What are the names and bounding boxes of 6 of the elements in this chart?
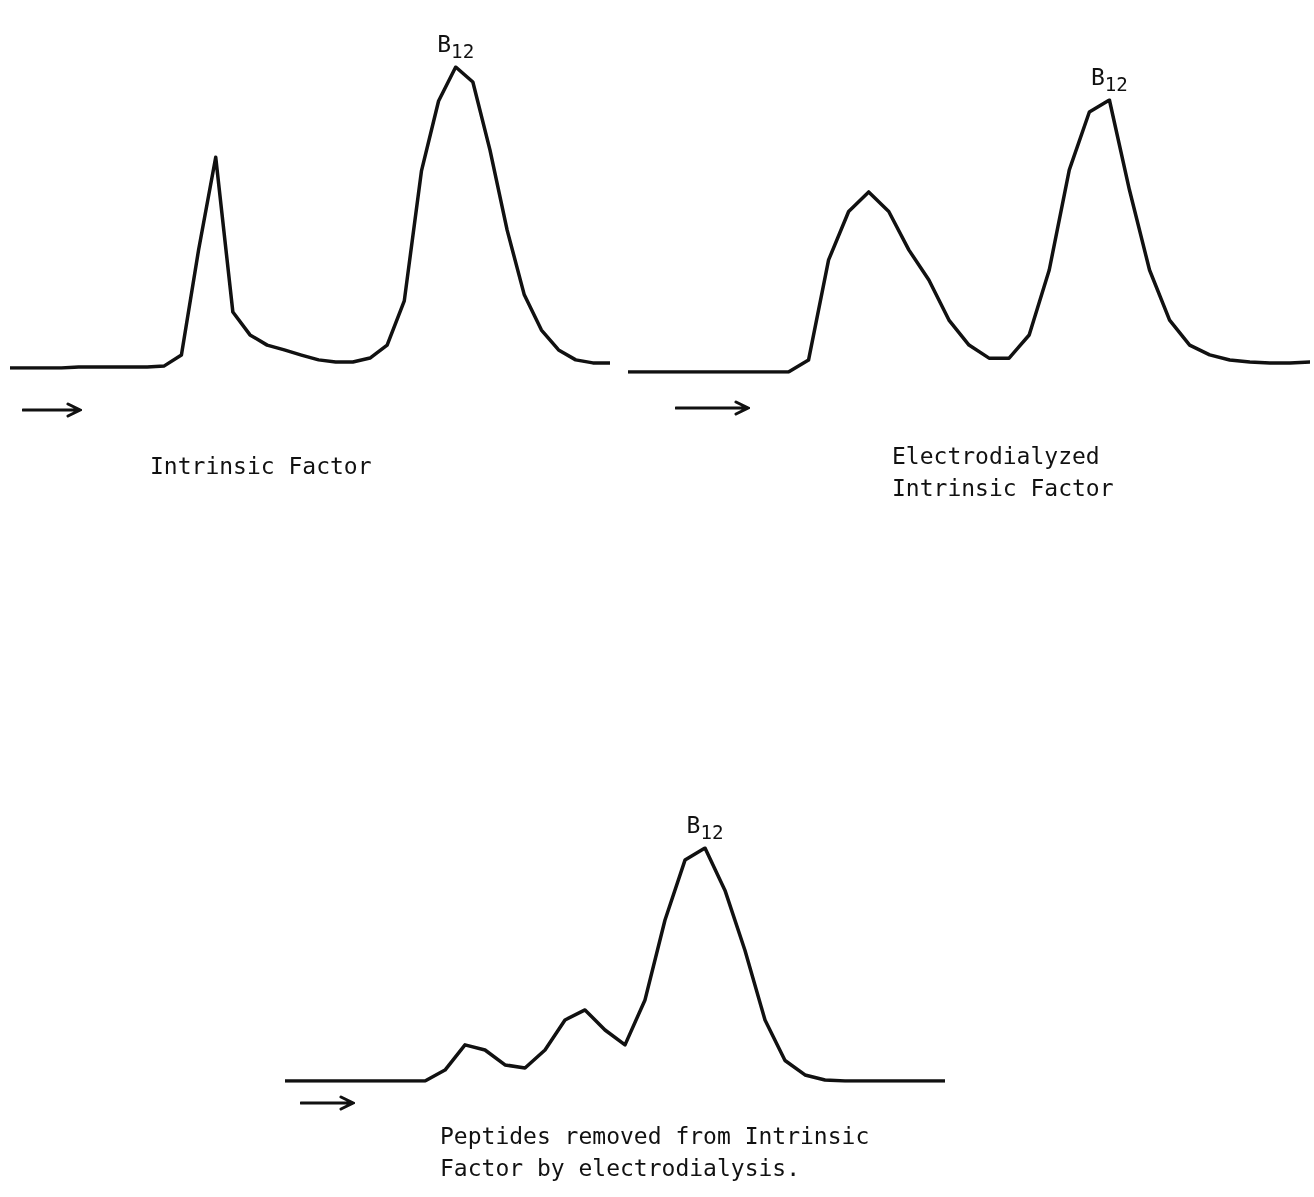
text: Electrodialyzed Intrinsic Factor [892, 442, 1115, 504]
annotation: B$_{12}$ [1090, 64, 1128, 96]
text: Peptides removed from Intrinsic Factor by electrodialysis. [440, 1122, 871, 1184]
annotation: B$_{12}$ [686, 812, 724, 844]
text: Intrinsic Factor [150, 452, 373, 481]
annotation: B$_{12}$ [437, 31, 475, 63]
